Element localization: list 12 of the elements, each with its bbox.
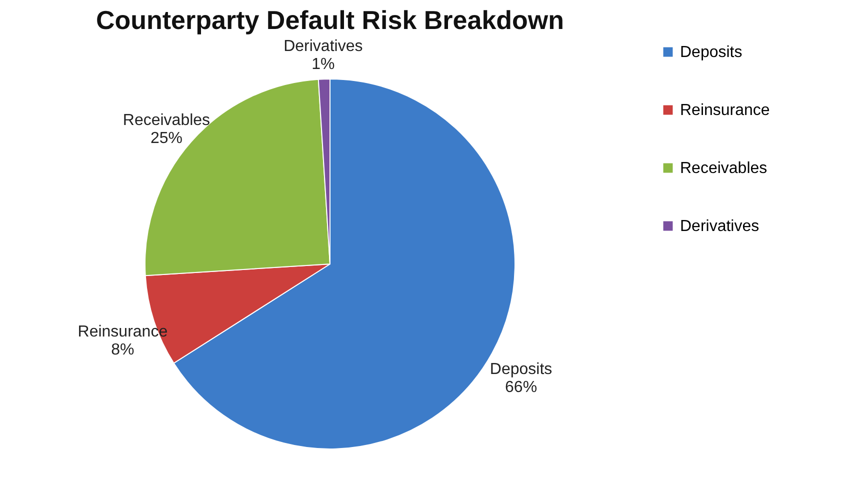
chart-title: Counterparty Default Risk Breakdown — [96, 5, 564, 36]
slice-label: Receivables — [122, 112, 210, 129]
slice-label: Deposits — [490, 361, 552, 378]
legend-label: Deposits — [680, 44, 742, 61]
slice-label: Derivatives — [284, 38, 363, 56]
legend-label: Receivables — [680, 160, 768, 177]
legend-label: Derivatives — [680, 218, 760, 235]
data-label: 25% — [150, 130, 182, 147]
data-label: 66% — [505, 379, 538, 396]
legend-label: Reinsurance — [680, 102, 770, 119]
data-label: 1% — [312, 56, 335, 74]
data-label: 8% — [111, 341, 134, 358]
